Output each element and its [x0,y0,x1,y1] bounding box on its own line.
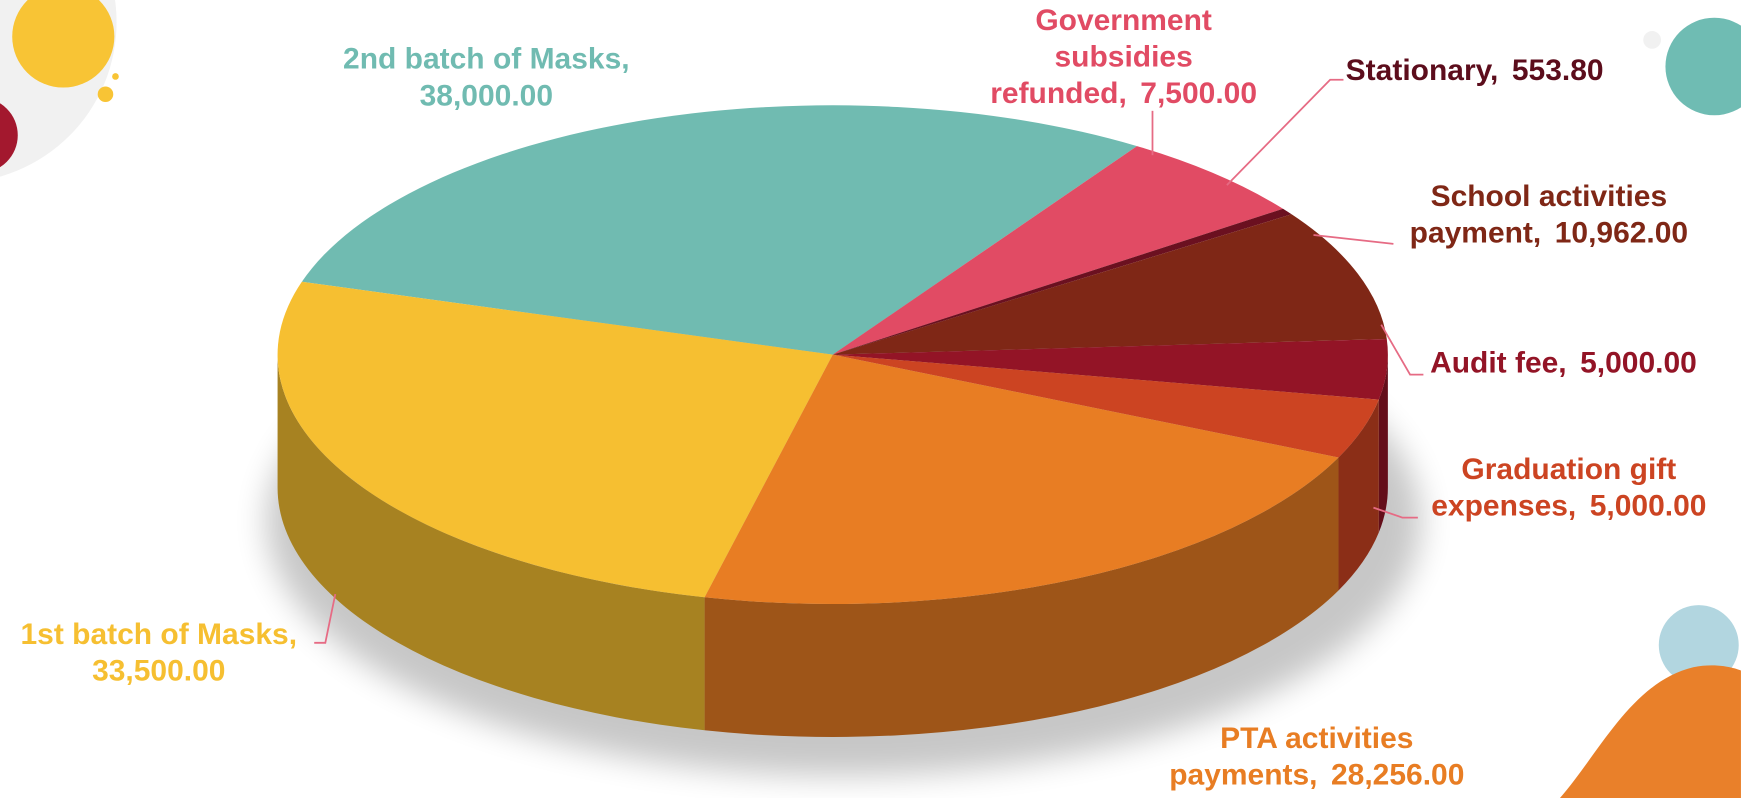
leader-line [1226,78,1344,186]
decor-circle [12,0,115,88]
slice-name: 1st batch of Masks, [20,617,298,651]
slice-value: 5,000.00 [1589,488,1707,523]
slice-side [1378,354,1388,533]
leader-lines [314,78,1424,644]
slice [277,281,833,598]
slice-label: Graduation gift expenses, 5,000.00 [1413,451,1724,524]
decor-dot [1643,31,1662,49]
slice-name: Graduation gift expenses, [1431,452,1685,523]
slice-label: Stationary, 553.80 [1346,52,1679,89]
slice-label: Audit fee, 5,000.00 [1430,345,1741,382]
slice-value: 33,500.00 [92,653,226,688]
decor-circle [0,103,18,168]
slice-label: School activities payment, 10,962.00 [1388,178,1710,251]
slice-name: School activities payment, [1409,179,1676,250]
leader-line [1373,506,1418,519]
leader-line [314,593,337,644]
slice [301,105,1137,355]
slice [832,338,1388,400]
slice [832,208,1292,355]
slice-name: PTA activities payments, [1169,721,1422,792]
slice-label: Government subsidies refunded, 7,500.00 [968,2,1279,112]
slice-value: 28,256.00 [1331,758,1465,792]
slice-value: 10,962.00 [1554,216,1689,250]
decor-dot [112,73,119,80]
slice-side [1338,399,1379,591]
slice [832,214,1387,355]
slice-side [704,457,1339,738]
slice-label: 1st batch of Masks, 33,500.00 [3,616,314,689]
slice-value: 38,000.00 [419,78,553,112]
leader-line [1313,234,1394,245]
pie [277,105,1388,738]
decor-circle [1665,17,1741,116]
slice-name: 2nd batch of Masks, [343,42,630,76]
slice [832,146,1283,355]
slice [704,354,1339,605]
slice-value: 553.80 [1511,53,1604,87]
leader-line [1380,324,1424,376]
decor-circle [1658,605,1739,685]
decor-blob [1559,665,1741,798]
slice-name: Government subsidies refunded, [990,3,1221,110]
decor-dot [97,86,114,102]
slice-name: Audit fee, [1430,345,1567,380]
slice-side [277,354,705,731]
slice-name: Stationary, [1345,53,1499,87]
slice-value: 7,500.00 [1140,76,1257,110]
slice-value: 5,000.00 [1580,345,1697,380]
slice-label: PTA activities payments, 28,256.00 [1150,720,1483,793]
slice-label: 2nd batch of Masks, 38,000.00 [309,41,664,114]
slice [832,354,1379,458]
